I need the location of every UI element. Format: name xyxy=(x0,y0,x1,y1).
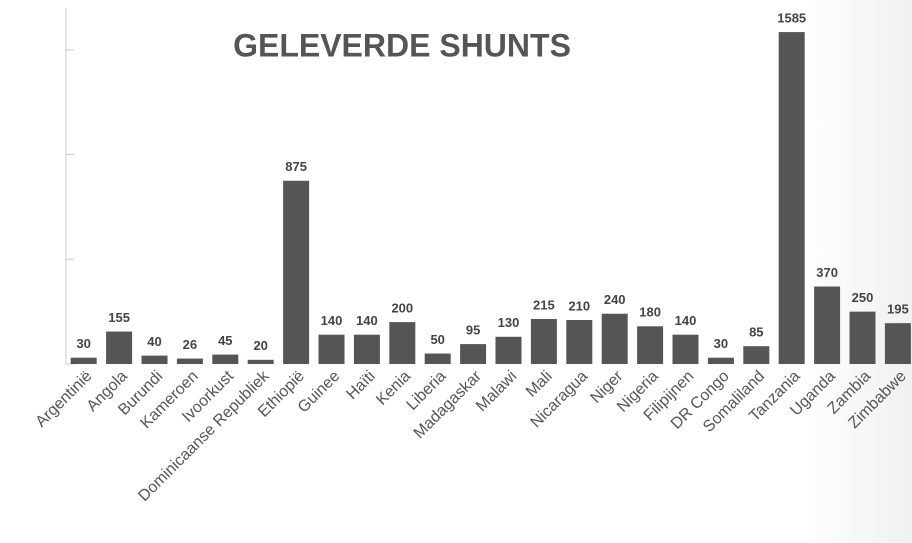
value-label: 95 xyxy=(466,323,480,338)
value-label: 140 xyxy=(675,313,697,328)
bar xyxy=(70,357,97,364)
x-tick-label: Malawi xyxy=(473,368,520,415)
value-label: 140 xyxy=(356,313,378,328)
value-label: 875 xyxy=(285,159,307,174)
value-label: 180 xyxy=(639,305,661,320)
value-label: 26 xyxy=(183,337,197,352)
bar xyxy=(247,359,274,364)
value-label: 250 xyxy=(852,290,874,305)
value-label: 240 xyxy=(604,292,626,307)
bar xyxy=(353,334,380,364)
value-label: 155 xyxy=(108,310,130,325)
value-label: 30 xyxy=(76,336,90,351)
bar xyxy=(637,326,664,364)
bar xyxy=(106,331,133,364)
bar xyxy=(778,32,805,365)
bar xyxy=(530,318,557,364)
value-label: 130 xyxy=(498,315,520,330)
value-label: 20 xyxy=(253,338,267,353)
value-label: 200 xyxy=(391,301,413,316)
bar xyxy=(495,336,522,364)
bar xyxy=(141,355,168,364)
value-label: 50 xyxy=(430,332,444,347)
bar xyxy=(176,358,203,364)
value-label: 370 xyxy=(816,265,838,280)
bar xyxy=(212,354,239,364)
bar xyxy=(601,313,628,364)
bar xyxy=(318,334,345,364)
bar xyxy=(283,180,310,364)
bar xyxy=(814,286,841,364)
value-label: 45 xyxy=(218,333,232,348)
value-label: 210 xyxy=(568,298,590,313)
bar xyxy=(389,322,416,364)
bar xyxy=(849,311,876,364)
bar xyxy=(566,320,593,364)
value-label: 195 xyxy=(887,302,909,317)
bar xyxy=(707,357,734,364)
background-panel xyxy=(805,0,912,543)
value-label: 30 xyxy=(714,336,728,351)
value-label: 1585 xyxy=(777,11,806,26)
bar xyxy=(460,344,487,364)
value-label: 85 xyxy=(749,325,763,340)
value-label: 215 xyxy=(533,297,555,312)
bar xyxy=(424,353,451,364)
bar xyxy=(884,323,911,364)
bar xyxy=(743,346,770,364)
value-label: 40 xyxy=(147,334,161,349)
bar xyxy=(672,334,699,364)
chart-title: GELEVERDE SHUNTS xyxy=(233,27,571,63)
value-label: 140 xyxy=(321,313,343,328)
